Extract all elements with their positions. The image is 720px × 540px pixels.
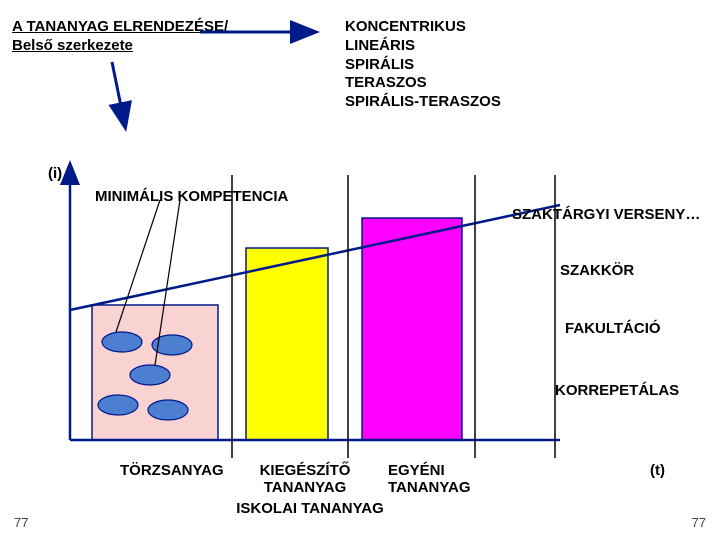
kieg-label: KIEGÉSZÍTŐ TANANYAG	[250, 462, 360, 496]
torzs-label: TÖRZSANYAG	[120, 462, 224, 479]
egyeni-label: EGYÉNI TANANYAG	[388, 462, 488, 496]
x-axis-label: (t)	[650, 462, 665, 479]
iskolai-label: ISKOLAI TANANYAG	[230, 500, 390, 517]
page-number-right: 77	[692, 515, 706, 530]
min-comp-label: MINIMÁLIS KOMPETENCIA	[95, 188, 288, 205]
page-number-left: 77	[14, 515, 28, 530]
y-axis-label: (i)	[48, 165, 62, 182]
korrepetalas-label: KORREPETÁLAS	[555, 382, 679, 399]
szaktargyi-label: SZAKTÁRGYI VERSENY…	[512, 206, 700, 223]
szakkor-label: SZAKKÖR	[560, 262, 634, 279]
fakultacio-label: FAKULTÁCIÓ	[565, 320, 661, 337]
